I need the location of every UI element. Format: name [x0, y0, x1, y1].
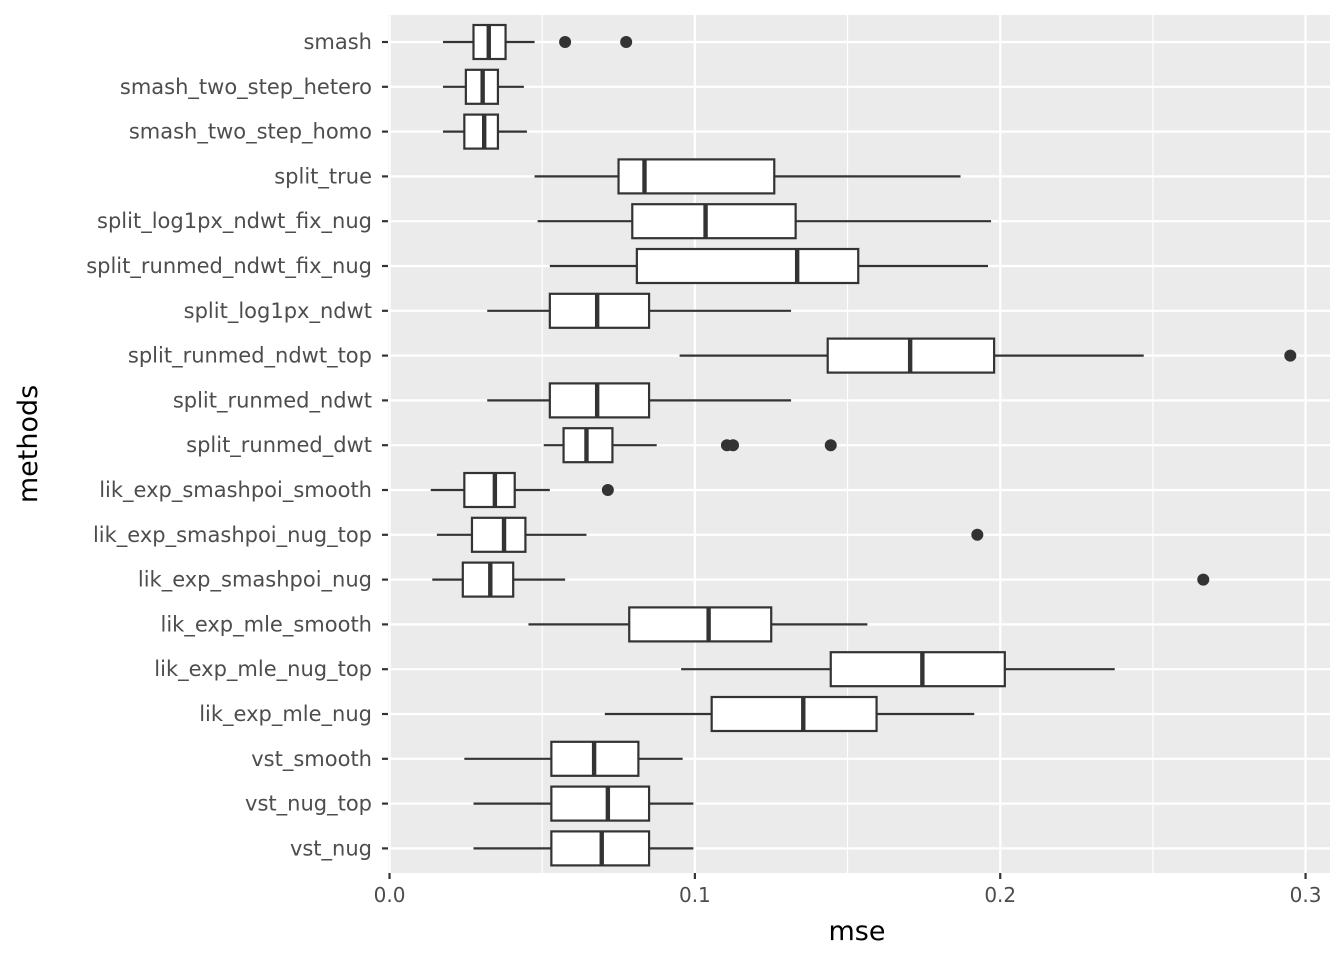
boxplot-smash_two_step_hetero — [442, 68, 524, 105]
boxplot-vst_smooth — [464, 740, 683, 777]
y-tick-label: lik_exp_mle_nug_top — [154, 657, 372, 682]
x-tick-label: 0.1 — [679, 883, 711, 907]
plot-panel — [388, 15, 1330, 873]
y-tick-label: split_runmed_ndwt_fix_nug — [86, 254, 372, 279]
iqr-box — [463, 113, 500, 150]
outlier-point — [727, 439, 740, 452]
boxplot-lik_exp_mle_nug — [604, 695, 975, 733]
boxplot-split_log1px_ndwt — [487, 292, 792, 329]
iqr-box — [829, 651, 1006, 688]
boxplot-split_runmed_ndwt — [487, 382, 792, 419]
outlier-point — [1197, 573, 1210, 586]
boxplot-lik_exp_smashpoi_smooth — [430, 471, 614, 509]
y-axis-title: methods — [13, 385, 44, 503]
iqr-box — [631, 203, 797, 240]
outlier-point — [1284, 349, 1297, 362]
outlier-point — [601, 484, 614, 496]
y-tick-label: split_runmed_ndwt_top — [128, 344, 372, 369]
boxplot-split_runmed_ndwt_top — [679, 337, 1297, 374]
boxplot-smash — [442, 23, 633, 61]
y-tick-label: split_runmed_dwt — [186, 433, 372, 458]
iqr-box — [635, 247, 860, 285]
x-tick-label: 0.0 — [374, 883, 406, 907]
iqr-box — [710, 695, 878, 733]
iqr-box — [548, 292, 651, 329]
y-tick-label: split_runmed_ndwt — [173, 388, 372, 413]
x-axis: 0.0 0.1 0.2 0.3 — [374, 873, 1322, 907]
boxplot-lik_exp_mle_smooth — [528, 606, 868, 643]
iqr-box — [628, 606, 773, 643]
boxplots — [430, 23, 1297, 867]
y-tick-label: vst_smooth — [251, 747, 372, 772]
boxplot-split_true — [534, 158, 961, 195]
y-tick-label: vst_nug_top — [245, 792, 372, 817]
y-tick-label: smash — [303, 30, 372, 54]
boxplot-smash_two_step_homo — [442, 113, 527, 150]
y-tick-label: lik_exp_smashpoi_smooth — [99, 478, 372, 503]
iqr-box — [461, 561, 515, 598]
outlier-point — [971, 528, 984, 541]
outlier-point — [559, 36, 572, 48]
boxplot-split_runmed_dwt — [543, 427, 837, 464]
outlier-point — [620, 36, 633, 48]
boxplot-split_runmed_ndwt_fix_nug — [549, 247, 989, 285]
iqr-box — [550, 785, 651, 822]
iqr-box — [463, 471, 516, 509]
boxplot-vst_nug — [473, 830, 694, 867]
boxplot-lik_exp_smashpoi_nug — [432, 561, 1210, 598]
x-tick-label: 0.2 — [984, 883, 1016, 907]
boxplot-vst_nug_top — [473, 785, 694, 822]
outlier-point — [824, 439, 837, 452]
y-tick-label: lik_exp_mle_smooth — [161, 612, 373, 637]
iqr-box — [548, 382, 651, 419]
y-tick-label: split_log1px_ndwt_fix_nug — [97, 209, 372, 234]
y-tick-label: lik_exp_mle_nug — [199, 702, 372, 727]
y-tick-label: vst_nug — [290, 836, 372, 861]
y-tick-label: split_log1px_ndwt — [184, 299, 372, 324]
y-tick-label: smash_two_step_hetero — [120, 75, 372, 100]
boxplot-lik_exp_mle_nug_top — [681, 651, 1115, 688]
y-tick-label: smash_two_step_homo — [129, 120, 372, 145]
y-tick-label: split_true — [274, 164, 372, 189]
iqr-box — [617, 158, 776, 195]
boxplot-lik_exp_smashpoi_nug_top — [436, 516, 984, 553]
y-axis: smash smash_two_step_hetero smash_two_step… — [86, 30, 388, 861]
y-tick-label: lik_exp_smashpoi_nug_top — [93, 523, 372, 548]
boxplot-split_log1px_ndwt_fix_nug — [537, 203, 992, 240]
y-tick-label: lik_exp_smashpoi_nug — [138, 568, 372, 593]
iqr-box — [470, 516, 527, 553]
x-axis-title: mse — [829, 916, 886, 947]
x-tick-label: 0.3 — [1290, 883, 1322, 907]
